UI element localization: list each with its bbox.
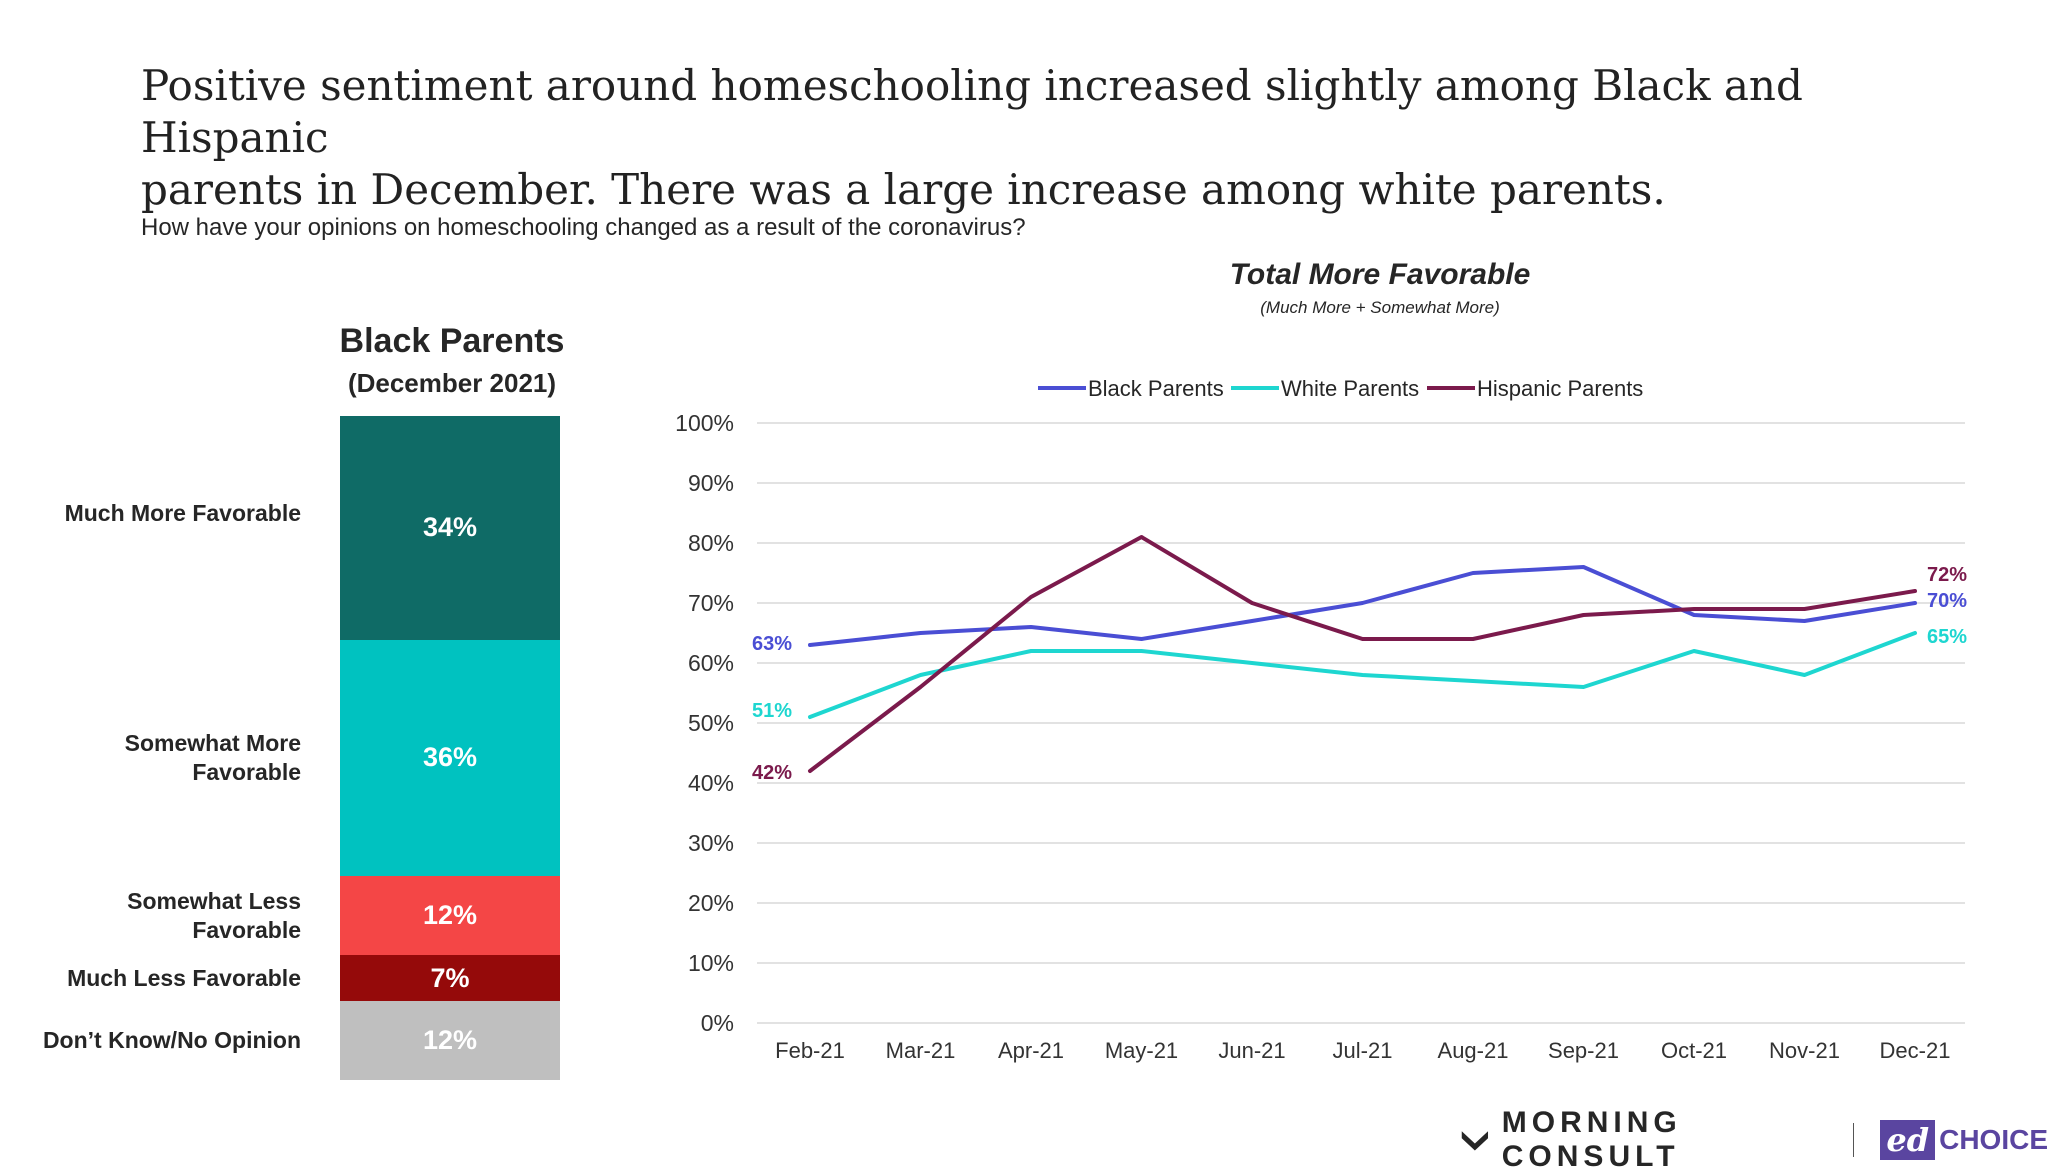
bar-category-label: Somewhat More Favorable xyxy=(124,729,301,785)
y-tick-label: 60% xyxy=(688,650,734,676)
page-title: Positive sentiment around homeschooling … xyxy=(141,60,2001,216)
line-chart-title: Total More Favorable xyxy=(1229,258,1531,291)
x-tick-label: Mar-21 xyxy=(886,1038,956,1063)
footer-logos: MORNING CONSULT ed CHOICE xyxy=(1460,1106,2048,1173)
x-tick-label: Aug-21 xyxy=(1438,1038,1509,1063)
series-start-label: 63% xyxy=(752,633,792,655)
bar-segment-5: 12% xyxy=(340,1001,560,1080)
edchoice-mark: ed xyxy=(1880,1120,1936,1160)
x-tick-label: Nov-21 xyxy=(1769,1038,1840,1063)
bar-segment-1: 34% xyxy=(340,416,560,640)
y-tick-label: 100% xyxy=(675,410,734,436)
x-tick-label: Apr-21 xyxy=(998,1038,1064,1063)
bar-category-label: Much More Favorable xyxy=(64,500,301,527)
bar-segment-value-label: 34% xyxy=(422,512,478,543)
series-start-label: 42% xyxy=(752,762,792,784)
y-tick-label: 70% xyxy=(688,590,734,616)
bar-segment-value-label: 12% xyxy=(422,1025,478,1056)
y-tick-label: 80% xyxy=(688,530,734,556)
bar-segment-2: 36% xyxy=(340,639,560,877)
bar-category-label: Much Less Favorable xyxy=(67,964,301,991)
x-tick-label: Feb-21 xyxy=(775,1038,845,1063)
y-tick-label: 90% xyxy=(688,470,734,496)
bar-segment-value-label: 7% xyxy=(430,962,470,993)
y-tick-label: 20% xyxy=(688,890,734,916)
y-tick-label: 30% xyxy=(688,830,734,856)
x-tick-label: Sep-21 xyxy=(1548,1038,1619,1063)
morning-consult-m-icon xyxy=(1461,1131,1489,1151)
title-line-2: parents in December. There was a large i… xyxy=(141,165,1666,214)
series-start-label: 51% xyxy=(752,700,792,722)
series-line-1 xyxy=(808,565,1917,647)
bar-chart-title: Black Parents xyxy=(339,322,565,360)
legend-label: Black Parents xyxy=(1088,376,1224,401)
morning-consult-wordmark: MORNING CONSULT xyxy=(1501,1106,1682,1173)
x-tick-label: Dec-21 xyxy=(1880,1038,1951,1063)
y-tick-label: 50% xyxy=(688,710,734,736)
logo-divider xyxy=(1852,1123,1855,1157)
bar-segment-3: 12% xyxy=(340,876,560,956)
bar-segment-4: 7% xyxy=(340,955,560,1002)
y-tick-label: 0% xyxy=(701,1010,734,1036)
series-line-2 xyxy=(808,631,1917,719)
series-end-label: 70% xyxy=(1927,590,1967,612)
bar-category-label: Somewhat Less Favorable xyxy=(127,887,301,943)
stacked-bar-chart: 34% 36% 12% 7% 12% xyxy=(340,416,560,1080)
line-chart-subtitle: (Much More + Somewhat More) xyxy=(1260,298,1500,317)
morning-consult-logo: MORNING CONSULT xyxy=(1460,1106,1827,1174)
series-line-3 xyxy=(808,535,1917,773)
bar-segment-value-label: 12% xyxy=(422,900,478,931)
bar-chart-subtitle: (December 2021) xyxy=(347,368,557,398)
series-end-label: 65% xyxy=(1927,626,1967,648)
x-tick-label: Oct-21 xyxy=(1661,1038,1727,1063)
legend-label: Hispanic Parents xyxy=(1477,376,1643,401)
bar-segment-value-label: 36% xyxy=(422,742,478,773)
edchoice-logo: ed CHOICE xyxy=(1880,1120,2048,1160)
edchoice-wordmark: CHOICE xyxy=(1939,1124,2048,1155)
survey-question: How have your opinions on homeschooling … xyxy=(141,214,1026,241)
x-tick-label: Jul-21 xyxy=(1333,1038,1393,1063)
legend-label: White Parents xyxy=(1281,376,1419,401)
series-end-label: 72% xyxy=(1927,564,1967,586)
title-line-1: Positive sentiment around homeschooling … xyxy=(141,61,1803,162)
y-tick-label: 40% xyxy=(688,770,734,796)
x-tick-label: May-21 xyxy=(1105,1038,1178,1063)
y-tick-label: 10% xyxy=(688,950,734,976)
x-tick-label: Jun-21 xyxy=(1218,1038,1285,1063)
bar-category-label: Don’t Know/No Opinion xyxy=(42,1027,301,1054)
